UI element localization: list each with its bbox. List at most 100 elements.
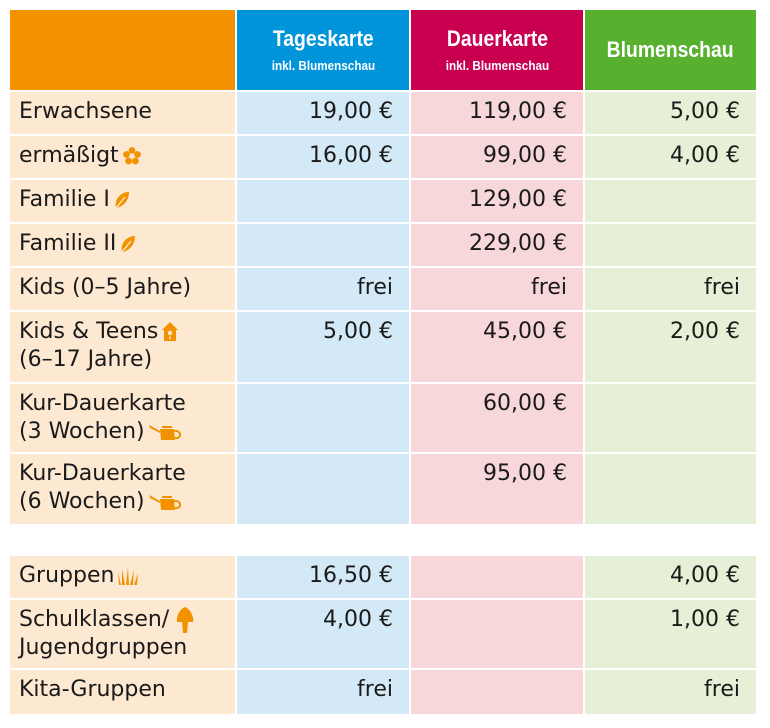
- row-label: Kita-Gruppen: [19, 677, 166, 702]
- table-row: Kur-Dauerkarte (3 Wochen) 60,00 €: [10, 384, 756, 454]
- header-corner: [10, 10, 237, 92]
- row-label-wrap: Kur-Dauerkarte (6 Wochen): [19, 460, 186, 516]
- mushroom-icon: [175, 606, 195, 634]
- row-label-cell: ermäßigt: [10, 136, 237, 180]
- price-blumenschau: 5,00 €: [670, 99, 740, 124]
- row-label-cell: Kur-Dauerkarte (3 Wochen): [10, 384, 237, 454]
- header-dauerkarte-title: Dauerkarte: [446, 26, 548, 51]
- price-dauerkarte: 60,00 €: [483, 391, 567, 416]
- row-label-line2: (6 Wochen): [19, 488, 186, 516]
- row-label-cell: Kids & Teens (6–17 Jahre): [10, 312, 237, 384]
- price-tageskarte: 19,00 €: [309, 99, 393, 124]
- row-label-cell: Erwachsene: [10, 92, 237, 136]
- header-tageskarte-subtitle: inkl. Blumenschau: [271, 58, 375, 73]
- row-label-wrap: Kur-Dauerkarte (3 Wochen): [19, 390, 186, 446]
- price-dauerkarte: 99,00 €: [483, 143, 567, 168]
- cell-blumenschau: 4,00 €: [585, 136, 756, 180]
- row-label: Kur-Dauerkarte: [19, 461, 186, 486]
- table-header: Tageskarte inkl. Blumenschau Dauerkarte …: [10, 10, 756, 92]
- price-dauerkarte: 45,00 €: [483, 319, 567, 344]
- cell-tageskarte: [237, 454, 411, 526]
- cell-blumenschau: 1,00 €: [585, 600, 756, 670]
- cell-dauerkarte: 99,00 €: [411, 136, 585, 180]
- header-blumenschau-title: Blumenschau: [607, 37, 734, 62]
- cell-dauerkarte: 119,00 €: [411, 92, 585, 136]
- row-label: Schulklassen/: [19, 607, 170, 632]
- price-tageskarte: 4,00 €: [323, 607, 393, 632]
- cell-dauerkarte: 60,00 €: [411, 384, 585, 454]
- cell-tageskarte: frei: [237, 268, 411, 312]
- row-label-cell: Gruppen: [10, 556, 237, 600]
- cell-tageskarte: 19,00 €: [237, 92, 411, 136]
- row-label: Erwachsene: [19, 99, 152, 124]
- price-tageskarte: frei: [357, 677, 393, 702]
- table-row: Gruppen 16,50 € 4,00 €: [10, 556, 756, 600]
- cell-tageskarte: 5,00 €: [237, 312, 411, 384]
- row-label-line1: Schulklassen/: [19, 606, 195, 634]
- section-gap: [10, 526, 756, 556]
- header-dauerkarte: Dauerkarte inkl. Blumenschau: [411, 10, 585, 92]
- table-row: ermäßigt 16,00 € 99,00 € 4,00 €: [10, 136, 756, 180]
- watering-can-icon: [148, 492, 184, 512]
- cell-dauerkarte: 229,00 €: [411, 224, 585, 268]
- row-label-line2: (3 Wochen): [19, 418, 186, 446]
- table-row: Erwachsene 19,00 € 119,00 € 5,00 €: [10, 92, 756, 136]
- price-dauerkarte: 129,00 €: [469, 187, 567, 212]
- price-blumenschau: 4,00 €: [670, 143, 740, 168]
- cell-blumenschau: 4,00 €: [585, 556, 756, 600]
- header-dauerkarte-subtitle: inkl. Blumenschau: [445, 58, 549, 73]
- row-label-sub: (6 Wochen): [19, 489, 145, 514]
- row-label: Kids & Teens: [19, 319, 159, 344]
- row-label-cell: Kita-Gruppen: [10, 670, 237, 716]
- row-label-sub: (3 Wochen): [19, 419, 145, 444]
- header-tageskarte: Tageskarte inkl. Blumenschau: [237, 10, 411, 92]
- cell-dauerkarte: [411, 600, 585, 670]
- row-label: Kur-Dauerkarte: [19, 391, 186, 416]
- birdhouse-icon: [161, 321, 179, 343]
- header-blumenschau: Blumenschau: [585, 10, 756, 92]
- row-label-wrap: Familie I: [19, 186, 131, 214]
- row-label-cell: Familie II: [10, 224, 237, 268]
- groups-section: Gruppen 16,50 € 4,00 € Schulklassen/ Jug…: [10, 556, 756, 716]
- cell-blumenschau: [585, 180, 756, 224]
- table-row: Kur-Dauerkarte (6 Wochen) 95,00 €: [10, 454, 756, 526]
- cell-dauerkarte: frei: [411, 268, 585, 312]
- cell-tageskarte: [237, 180, 411, 224]
- cell-blumenschau: 5,00 €: [585, 92, 756, 136]
- cell-tageskarte: frei: [237, 670, 411, 716]
- row-label-line2: (6–17 Jahre): [19, 347, 153, 372]
- price-tageskarte: 16,00 €: [309, 143, 393, 168]
- cell-dauerkarte: 129,00 €: [411, 180, 585, 224]
- row-label: Gruppen: [19, 563, 115, 588]
- row-label-line1: Kids & Teens: [19, 318, 179, 346]
- price-dauerkarte: 95,00 €: [483, 461, 567, 486]
- cell-dauerkarte: [411, 556, 585, 600]
- price-dauerkarte: 229,00 €: [469, 231, 567, 256]
- cell-tageskarte: 4,00 €: [237, 600, 411, 670]
- cell-tageskarte: 16,50 €: [237, 556, 411, 600]
- row-label: Familie I: [19, 187, 110, 212]
- price-tageskarte: frei: [357, 275, 393, 300]
- row-label-wrap: Kids & Teens (6–17 Jahre): [19, 318, 179, 374]
- table-row: Kids (0–5 Jahre) frei frei frei: [10, 268, 756, 312]
- table-row: Kids & Teens (6–17 Jahre) 5,00 € 45,00 €…: [10, 312, 756, 384]
- row-label-line2: Jugendgruppen: [19, 635, 188, 660]
- leaf-icon: [119, 234, 137, 254]
- row-label: Kids (0–5 Jahre): [19, 275, 192, 300]
- table-row: Kita-Gruppen frei frei: [10, 670, 756, 716]
- row-label: Familie II: [19, 231, 117, 256]
- price-blumenschau: 2,00 €: [670, 319, 740, 344]
- cell-tageskarte: [237, 384, 411, 454]
- price-blumenschau: frei: [704, 677, 740, 702]
- cell-blumenschau: [585, 384, 756, 454]
- flower-icon: [122, 146, 142, 166]
- grass-icon: [117, 566, 139, 586]
- row-label-wrap: ermäßigt: [19, 142, 142, 170]
- row-label-wrap: Gruppen: [19, 562, 139, 590]
- price-tageskarte: 16,50 €: [309, 563, 393, 588]
- row-label-wrap: Familie II: [19, 230, 137, 258]
- watering-can-icon: [148, 422, 184, 442]
- cell-dauerkarte: 95,00 €: [411, 454, 585, 526]
- table-row: Familie II 229,00 €: [10, 224, 756, 268]
- leaf-icon: [113, 190, 131, 210]
